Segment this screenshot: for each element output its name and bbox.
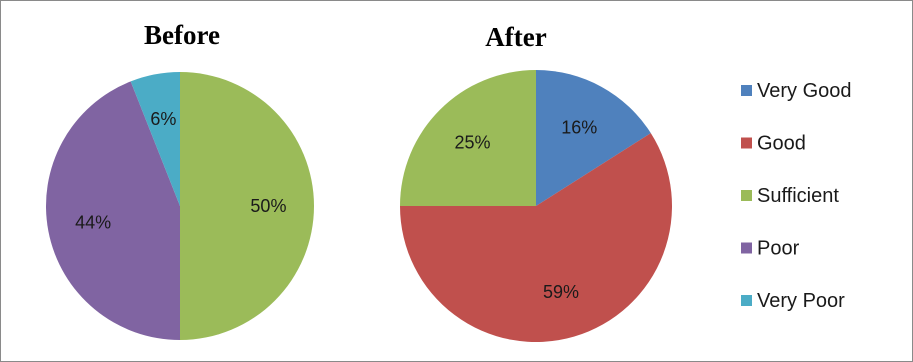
after-label-very-good: 16% <box>561 117 597 137</box>
before-label-sufficient: 50% <box>250 196 286 216</box>
before-pie: 50% 44% 6% <box>45 72 314 341</box>
legend: Very Good Good Sufficient Poor Very Poor <box>741 80 852 312</box>
after-label-good: 59% <box>543 282 579 302</box>
after-label-sufficient: 25% <box>455 133 491 153</box>
before-slice-very-poor <box>130 72 180 206</box>
legend-swatch-very-poor <box>741 295 752 306</box>
legend-label-good: Good <box>757 133 806 155</box>
before-slice-sufficient <box>180 72 314 340</box>
before-label-very-poor: 6% <box>150 109 176 129</box>
legend-swatch-poor <box>741 242 752 254</box>
legend-swatch-sufficient <box>741 190 752 201</box>
legend-label-sufficient: Sufficient <box>757 185 839 207</box>
legend-label-very-poor: Very Poor <box>757 290 845 312</box>
after-slice-good <box>400 133 673 343</box>
legend-swatch-good <box>741 137 752 149</box>
before-chart-title: Before <box>144 20 220 50</box>
legend-swatch-very-good <box>741 85 752 96</box>
after-chart-title: After <box>485 22 546 52</box>
after-slice-very-good <box>536 70 651 206</box>
legend-label-poor: Poor <box>757 238 800 260</box>
before-label-poor: 44% <box>75 213 111 233</box>
after-slice-sufficient <box>400 70 536 206</box>
before-slice-poor <box>45 81 180 341</box>
after-pie: 16% 59% 25% <box>400 70 673 343</box>
legend-label-very-good: Very Good <box>757 80 852 102</box>
